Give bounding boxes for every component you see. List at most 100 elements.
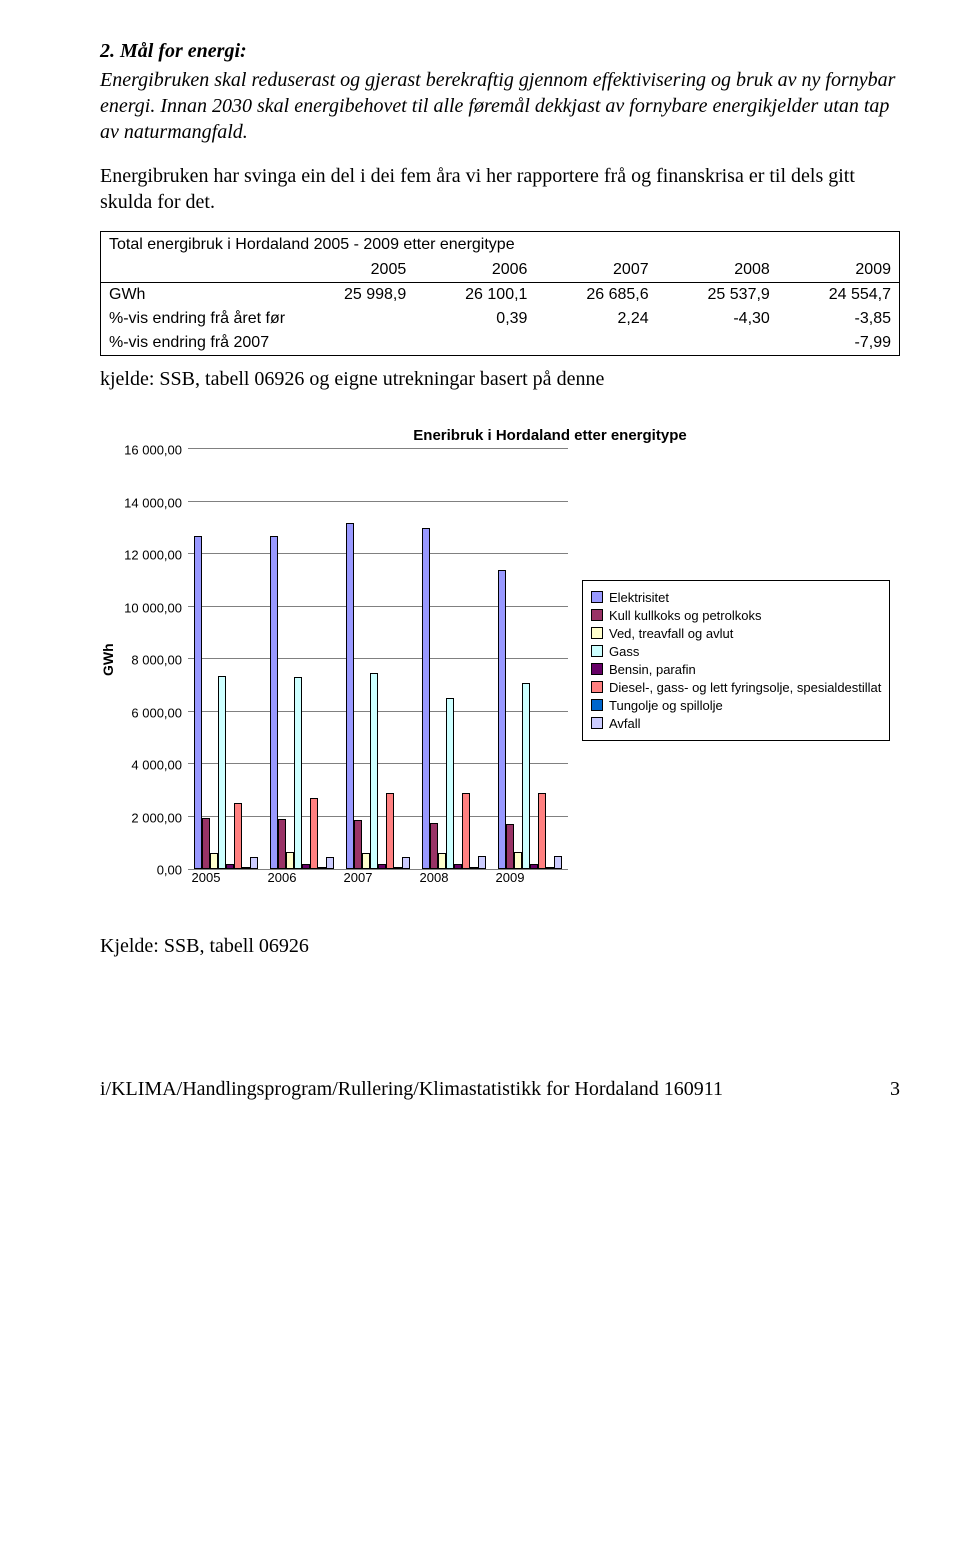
- bar: [226, 864, 234, 869]
- legend-label: Elektrisitet: [609, 590, 669, 605]
- chart-title: Eneribruk i Hordaland etter energitype: [200, 427, 900, 444]
- legend-item: Diesel-, gass- og lett fyringsolje, spes…: [591, 680, 881, 695]
- page-number: 3: [890, 1078, 900, 1101]
- gridline: [188, 448, 568, 449]
- bar: [470, 867, 478, 869]
- table-header-row: 2005 2006 2007 2008 2009: [101, 258, 899, 283]
- cell: 26 685,6: [535, 283, 656, 308]
- cell: 25 537,9: [657, 283, 778, 308]
- bar: [242, 867, 250, 869]
- legend-swatch: [591, 663, 603, 675]
- x-tick-label: 2008: [396, 870, 472, 885]
- y-tick-label: 6 000,00: [131, 705, 182, 720]
- table-row: GWh25 998,926 100,126 685,625 537,924 55…: [101, 283, 899, 308]
- bar: [506, 824, 514, 869]
- cell: 0,39: [414, 307, 535, 331]
- legend-item: Elektrisitet: [591, 590, 881, 605]
- bar-group: [346, 523, 410, 870]
- y-tick-label: 8 000,00: [131, 653, 182, 668]
- bar: [446, 698, 454, 869]
- bar: [278, 819, 286, 869]
- legend-swatch: [591, 591, 603, 603]
- cell: 2,24: [535, 307, 656, 331]
- bar: [538, 793, 546, 869]
- bar: [346, 523, 354, 870]
- table-col-year: 2007: [535, 258, 656, 283]
- legend-label: Diesel-, gass- og lett fyringsolje, spes…: [609, 680, 881, 695]
- bar: [362, 853, 370, 869]
- bar: [202, 818, 210, 869]
- row-label: %-vis endring frå året før: [101, 307, 293, 331]
- bar: [438, 853, 446, 869]
- bar-group: [422, 528, 486, 869]
- bar: [270, 536, 278, 869]
- legend-item: Tungolje og spillolje: [591, 698, 881, 713]
- row-label: GWh: [101, 283, 293, 308]
- cell: 24 554,7: [778, 283, 899, 308]
- table-row: %-vis endring frå 2007-7,99: [101, 331, 899, 355]
- bar: [402, 857, 410, 869]
- legend-label: Bensin, parafin: [609, 662, 696, 677]
- bar: [478, 856, 486, 869]
- legend-item: Bensin, parafin: [591, 662, 881, 677]
- bar: [546, 867, 554, 869]
- bar-group: [194, 536, 258, 869]
- y-tick-label: 12 000,00: [124, 548, 182, 563]
- bar: [394, 867, 402, 869]
- bar: [554, 856, 562, 869]
- bar: [210, 853, 218, 869]
- cell: 25 998,9: [293, 283, 414, 308]
- legend-label: Tungolje og spillolje: [609, 698, 723, 713]
- cell: -3,85: [778, 307, 899, 331]
- y-tick-label: 14 000,00: [124, 495, 182, 510]
- bar-group: [498, 570, 562, 869]
- page-footer: i/KLIMA/Handlingsprogram/Rullering/Klima…: [100, 1078, 900, 1101]
- chart-source: Kjelde: SSB, tabell 06926: [100, 935, 900, 958]
- bar: [302, 864, 310, 869]
- bar: [310, 798, 318, 869]
- table-row: %-vis endring frå året før0,392,24-4,30-…: [101, 307, 899, 331]
- bar: [514, 852, 522, 869]
- bar: [250, 857, 258, 869]
- bar-group: [270, 536, 334, 869]
- section-heading-title: 2. Mål for energi:: [100, 40, 900, 63]
- legend-swatch: [591, 627, 603, 639]
- legend-label: Kull kullkoks og petrolkoks: [609, 608, 761, 623]
- bar: [318, 867, 326, 869]
- legend-item: Ved, treavfall og avlut: [591, 626, 881, 641]
- bar: [430, 823, 438, 869]
- chart-legend: Elektrisitet Kull kullkoks og petrolkoks V…: [582, 580, 890, 741]
- bar: [294, 677, 302, 869]
- y-tick-label: 16 000,00: [124, 443, 182, 458]
- cell: [293, 307, 414, 331]
- table-source: kjelde: SSB, tabell 06926 og eigne utrek…: [100, 368, 900, 391]
- bar: [194, 536, 202, 869]
- bar: [386, 793, 394, 869]
- y-tick-label: 0,00: [157, 863, 182, 878]
- table-col-year: 2009: [778, 258, 899, 283]
- x-axis: 20052006200720082009: [168, 870, 548, 885]
- row-label: %-vis endring frå 2007: [101, 331, 293, 355]
- intro-paragraph: Energibruken har svinga ein del i dei fe…: [100, 163, 900, 215]
- legend-label: Ved, treavfall og avlut: [609, 626, 733, 641]
- x-tick-label: 2007: [320, 870, 396, 885]
- bar: [218, 676, 226, 869]
- energy-table: Total energibruk i Hordaland 2005 - 2009…: [100, 231, 900, 356]
- legend-swatch: [591, 699, 603, 711]
- plot-area: [188, 450, 568, 870]
- y-tick-label: 2 000,00: [131, 810, 182, 825]
- energy-chart: Eneribruk i Hordaland etter energitype G…: [100, 427, 900, 885]
- table-col-year: 2008: [657, 258, 778, 283]
- table-col-year: 2006: [414, 258, 535, 283]
- legend-item: Kull kullkoks og petrolkoks: [591, 608, 881, 623]
- legend-swatch: [591, 681, 603, 693]
- x-tick-label: 2009: [472, 870, 548, 885]
- cell: [293, 331, 414, 355]
- legend-swatch: [591, 609, 603, 621]
- bar: [370, 673, 378, 869]
- table-caption: Total energibruk i Hordaland 2005 - 2009…: [101, 232, 899, 258]
- legend-swatch: [591, 645, 603, 657]
- bar: [498, 570, 506, 869]
- y-tick-label: 10 000,00: [124, 600, 182, 615]
- bar: [422, 528, 430, 869]
